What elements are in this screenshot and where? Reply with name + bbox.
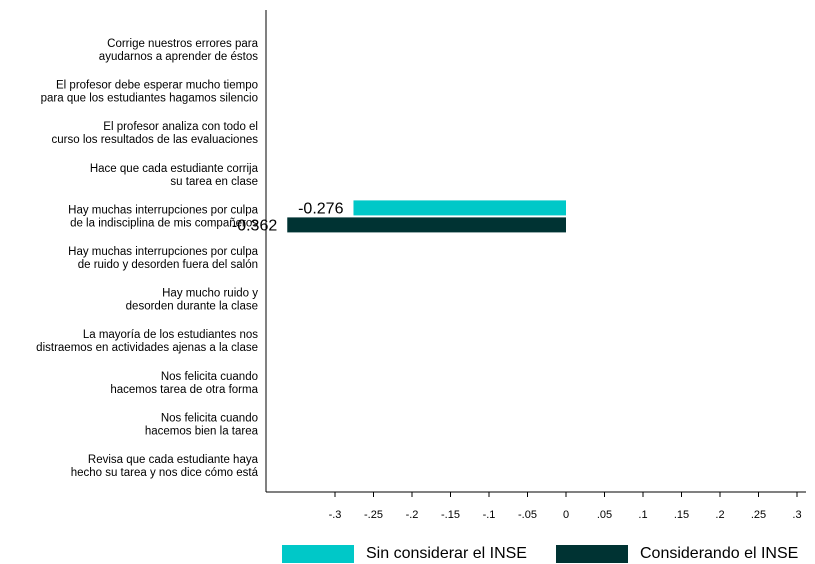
category-label: Nos felicita cuando hacemos bien la tarea	[145, 412, 259, 437]
x-axis-ticks: -.3 -.25 -.2 -.15 -.1 -.05 0 .05 .1 .15 .2 .25 .3	[329, 492, 802, 521]
x-tick-label: -.1	[483, 509, 496, 521]
category-label: Hay muchas interrupciones por culpa de ru…	[68, 246, 258, 271]
data-labels: -0.276 -0.362	[232, 200, 344, 234]
category-label: Hace que cada estudiante corrija su tarea…	[90, 163, 259, 188]
axes	[265, 10, 806, 493]
x-tick-label: -.05	[518, 509, 537, 521]
x-tick-label: -.15	[441, 509, 460, 521]
category-label: El profesor analiza con todo el curso los…	[52, 121, 259, 146]
category-label: Corrige nuestros errores para ayudarnos a…	[99, 38, 259, 63]
category-label: Hay mucho ruido y desorden durante la cla…	[126, 288, 259, 313]
x-tick-label: .1	[638, 509, 647, 521]
x-tick-label: .2	[715, 509, 724, 521]
bar-value-label: -0.276	[298, 200, 343, 217]
x-tick-label: .25	[751, 509, 766, 521]
category-label: Nos felicita cuando hacemos tarea de otra…	[110, 371, 258, 396]
x-tick-label: .3	[792, 509, 801, 521]
x-tick-label: -.3	[329, 509, 342, 521]
bar	[353, 200, 566, 216]
bar	[287, 217, 566, 233]
x-tick-label: .05	[597, 509, 612, 521]
x-tick-label: -.25	[364, 509, 383, 521]
category-label: Hay muchas interrupciones por culpa de la…	[68, 204, 258, 229]
bar-value-label: -0.362	[232, 217, 277, 234]
bars	[287, 200, 566, 233]
x-tick-label: 0	[563, 509, 569, 521]
category-label: Revisa que cada estudiante haya hecho su …	[71, 454, 259, 479]
x-tick-label: -.2	[406, 509, 419, 521]
category-label: El profesor debe esperar mucho tiempo par…	[41, 80, 258, 105]
category-labels: Corrige nuestros errores para ayudarnos a…	[36, 38, 258, 479]
x-tick-label: .15	[674, 509, 689, 521]
category-label: La mayoría de los estudiantes nos distrae…	[36, 329, 258, 354]
